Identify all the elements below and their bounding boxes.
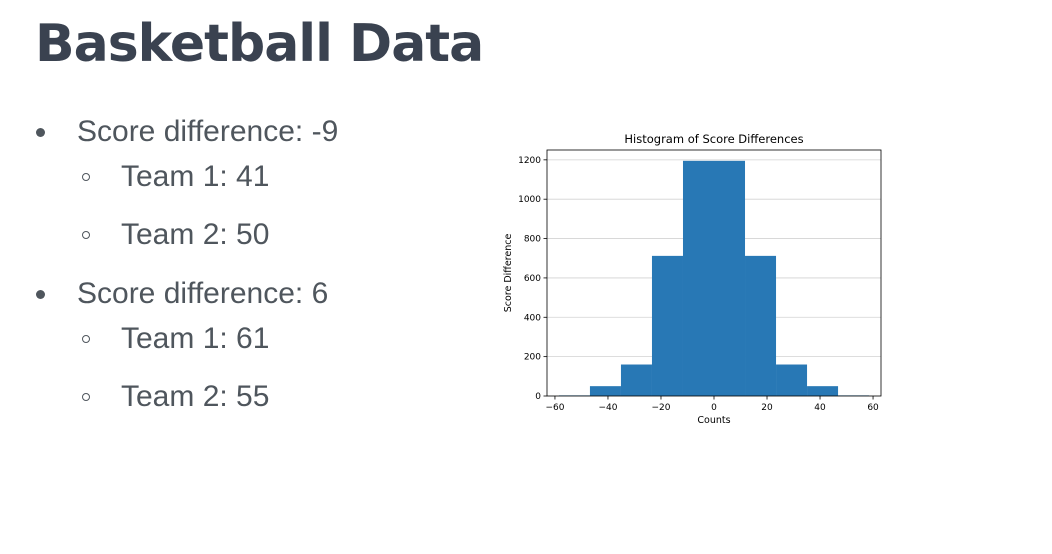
bullet-dot bbox=[36, 290, 45, 299]
histogram-bar bbox=[807, 386, 839, 396]
histogram-bar bbox=[651, 255, 683, 396]
histogram-bar bbox=[589, 386, 621, 396]
x-tick-label: 20 bbox=[761, 403, 773, 413]
slide-title: Basketball Data bbox=[35, 14, 484, 74]
histogram-bar bbox=[776, 364, 808, 396]
x-tick-label: −60 bbox=[545, 403, 564, 413]
x-tick-label: 60 bbox=[867, 403, 879, 413]
sub-bullet-ring bbox=[82, 393, 90, 401]
histogram-bars bbox=[558, 160, 870, 396]
bullet-score-difference-1: Score difference: -9 bbox=[77, 115, 339, 148]
bullet-dot bbox=[36, 128, 45, 137]
histogram-chart: 0 200 400 600 800 1000 1200 −60 −40 −20 0 20 40 60 Hi… bbox=[503, 132, 882, 426]
x-axis-label: Counts bbox=[697, 415, 730, 426]
bullet-team-1-score-2: Team 1: 61 bbox=[121, 322, 270, 355]
y-tick-label: 600 bbox=[524, 274, 541, 284]
histogram-bar bbox=[620, 364, 652, 396]
y-tick-label: 800 bbox=[524, 235, 541, 245]
x-tick-label: 0 bbox=[711, 403, 717, 413]
x-tick-label: −20 bbox=[651, 403, 670, 413]
y-tick-label: 0 bbox=[535, 392, 541, 402]
y-tick-label: 1200 bbox=[518, 156, 541, 166]
bullet-team-1-score-1: Team 1: 41 bbox=[121, 160, 270, 193]
y-tick-label: 200 bbox=[524, 353, 541, 363]
y-tick-label: 1000 bbox=[518, 195, 541, 205]
sub-bullet-ring bbox=[82, 231, 90, 239]
bullet-team-2-score-1: Team 2: 50 bbox=[121, 218, 270, 251]
histogram-bar bbox=[682, 160, 714, 396]
bullet-score-difference-2: Score difference: 6 bbox=[77, 277, 329, 310]
y-tick-label: 400 bbox=[524, 313, 541, 323]
histogram-bar bbox=[745, 255, 777, 396]
sub-bullet-ring bbox=[82, 335, 90, 343]
sub-bullet-ring bbox=[82, 173, 90, 181]
histogram-bar bbox=[714, 160, 746, 396]
x-tick-label: 40 bbox=[814, 403, 826, 413]
y-axis-label: Score Difference bbox=[503, 234, 514, 313]
bullet-team-2-score-2: Team 2: 55 bbox=[121, 380, 270, 413]
axis-ticks: 0 200 400 600 800 1000 1200 −60 −40 −20 0 20 40 60 bbox=[518, 156, 879, 413]
x-tick-label: −40 bbox=[598, 403, 617, 413]
chart-title: Histogram of Score Differences bbox=[624, 132, 803, 146]
